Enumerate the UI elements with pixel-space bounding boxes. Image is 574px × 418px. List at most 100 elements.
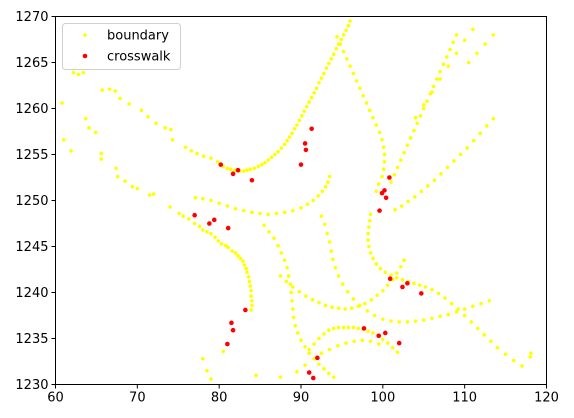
boundary-point-287 [419, 189, 424, 194]
boundary-point-249 [374, 123, 379, 127]
crosswalk-point-7 [309, 126, 314, 132]
boundary-point-5 [76, 72, 81, 77]
boundary-point-306 [471, 27, 475, 32]
boundary-point-310 [491, 33, 496, 37]
boundary-point-79 [266, 158, 271, 162]
boundary-point-309 [483, 42, 487, 46]
boundary-point-118 [241, 208, 246, 213]
boundary-point-341 [221, 349, 226, 354]
boundary-point-132 [327, 174, 332, 179]
crosswalk-point-21 [229, 320, 234, 326]
boundary-point-230 [469, 320, 474, 324]
boundary-point-307 [466, 60, 471, 65]
boundary-point-131 [326, 180, 330, 184]
boundary-point-50 [223, 243, 228, 248]
boundary-point-182 [327, 371, 331, 376]
boundary-point-302 [438, 77, 442, 81]
boundary-point-185 [284, 279, 289, 284]
boundary-point-333 [344, 341, 348, 345]
boundary-point-308 [475, 51, 479, 56]
boundary-point-251 [367, 108, 372, 113]
boundary-point-226 [443, 296, 447, 300]
boundary-point-222 [417, 283, 422, 287]
boundary-point-9 [93, 130, 98, 135]
boundary-point-261 [335, 34, 339, 39]
x-tick-label-90: 90 [293, 391, 310, 406]
boundary-point-301 [430, 90, 434, 94]
boundary-point-159 [479, 301, 483, 306]
boundary-point-30 [170, 137, 175, 142]
boundary-point-21 [135, 186, 140, 191]
boundary-point-330 [319, 351, 324, 356]
boundary-point-35 [189, 149, 194, 153]
y-axis-ticks: 1230 1235 1240 1245 1250 1255 1260 1265 1270 [15, 10, 56, 393]
boundary-point-14 [113, 89, 118, 93]
crosswalk-point-25 [306, 370, 312, 375]
boundary-point-145 [365, 309, 370, 313]
boundary-point-107 [339, 37, 343, 42]
y-tick-label-1235: 1235 [15, 332, 48, 347]
boundary-point-179 [312, 356, 316, 361]
boundary-point-211 [367, 244, 371, 249]
boundary-point-314 [322, 332, 326, 336]
boundary-point-233 [489, 339, 493, 344]
boundary-point-343 [278, 375, 283, 379]
boundary-point-71 [249, 294, 253, 298]
boundary-point-334 [352, 339, 356, 344]
y-tick-label-1240: 1240 [15, 286, 48, 301]
boundary-point-187 [297, 289, 302, 294]
boundary-point-196 [356, 304, 361, 309]
boundary-point-123 [282, 210, 287, 215]
boundary-point-139 [333, 265, 338, 270]
boundary-point-250 [371, 115, 375, 120]
boundary-point-72 [250, 298, 254, 303]
boundary-point-45 [215, 160, 220, 164]
boundary-point-293 [458, 152, 463, 157]
boundary-point-158 [471, 304, 475, 309]
boundary-point-140 [336, 274, 341, 278]
boundary-point-284 [399, 204, 404, 208]
boundary-point-225 [436, 291, 441, 296]
boundary-point-103 [329, 57, 334, 61]
crosswalk-point-24 [243, 307, 248, 313]
boundary-point-193 [336, 306, 341, 310]
boundary-point-117 [233, 206, 238, 211]
boundary-point-172 [291, 307, 295, 311]
boundary-point-12 [100, 88, 104, 92]
boundary-point-68 [248, 167, 253, 172]
boundary-point-289 [432, 178, 437, 183]
axes-frame [55, 16, 547, 385]
boundary-point-208 [367, 225, 371, 229]
boundary-point-223 [423, 285, 428, 289]
boundary-point-16 [115, 174, 120, 179]
boundary-point-338 [201, 356, 205, 361]
boundary-point-126 [305, 202, 310, 206]
boundary-point-319 [346, 325, 351, 330]
boundary-point-88 [292, 126, 297, 131]
boundary-point-91 [300, 114, 304, 118]
boundary-point-299 [413, 115, 418, 120]
boundary-point-169 [288, 282, 293, 287]
boundary-point-97 [314, 86, 319, 91]
crosswalk-point-29 [376, 333, 382, 339]
boundary-point-340 [209, 377, 213, 381]
boundary-point-96 [312, 91, 316, 95]
boundary-point-51 [225, 166, 230, 171]
boundary-point-55 [232, 168, 237, 172]
boundary-point-114 [209, 198, 213, 203]
crosswalk-point-11 [225, 225, 231, 231]
boundary-point-256 [351, 71, 356, 76]
boundary-point-177 [303, 344, 307, 349]
points-layer [60, 19, 533, 381]
boundary-point-102 [327, 61, 331, 66]
boundary-point-147 [381, 317, 385, 321]
boundary-point-164 [276, 243, 280, 248]
boundary-point-41 [205, 229, 209, 234]
boundary-point-105 [334, 46, 338, 51]
boundary-point-142 [345, 289, 350, 294]
boundary-point-111 [348, 19, 352, 23]
boundary-point-199 [375, 293, 379, 298]
boundary-point-69 [248, 284, 253, 288]
legend-marker-boundary [83, 33, 87, 37]
boundary-point-26 [154, 121, 158, 126]
